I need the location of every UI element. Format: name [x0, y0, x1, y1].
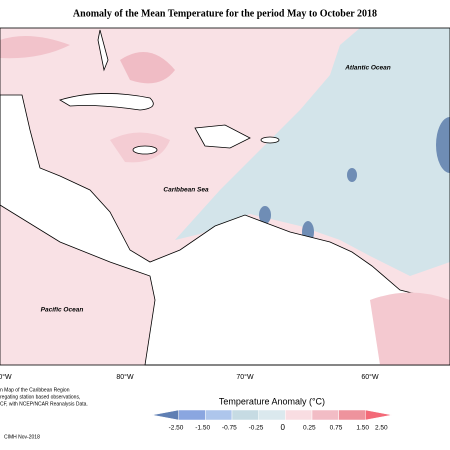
legend-label: 1.50	[356, 425, 369, 432]
mainland	[0, 94, 450, 366]
warm-patch	[370, 292, 450, 365]
map: Atlantic Ocean Caribbean Sea Pacific Oce…	[0, 27, 450, 366]
legend-swatch	[178, 409, 206, 421]
island	[97, 29, 109, 72]
legend-label: 2.50	[375, 425, 388, 432]
island	[132, 145, 158, 155]
warm-patch	[0, 36, 70, 59]
longitude-label: 80°W	[116, 373, 134, 381]
legend-label: -1.50	[195, 425, 210, 432]
legend-title: Temperature Anomaly (°C)	[219, 396, 325, 406]
legend-swatch	[205, 409, 233, 421]
legend-swatch	[338, 409, 366, 421]
legend-label: -2.50	[169, 425, 184, 432]
title: Anomaly of the Mean Temperature for the …	[73, 8, 377, 19]
legend-swatch	[258, 409, 286, 421]
warm-patch	[120, 52, 175, 84]
cool-field	[175, 28, 450, 276]
ocean-label: Atlantic Ocean	[344, 65, 391, 72]
credit: CIMH Nov-2018	[4, 434, 40, 440]
footnote: n Map of the Caribbean Region regating s…	[0, 387, 88, 440]
island	[194, 124, 251, 149]
legend-swatch	[231, 409, 259, 421]
ocean-label: Pacific Ocean	[41, 307, 84, 314]
footnote-line: n Map of the Caribbean Region	[0, 387, 70, 393]
legend-label: 0.75	[330, 425, 343, 432]
longitude-label: 70°W	[236, 373, 254, 381]
legend-label: -0.75	[222, 425, 237, 432]
legend-swatch	[151, 409, 179, 421]
legend-label: 0	[280, 423, 285, 432]
longitude-label: 0°W	[0, 373, 12, 381]
longitude-label: 60°W	[361, 373, 379, 381]
legend: -2.50 -1.50 -0.75 -0.25 0 0.25 0.75 1.50 2.50	[151, 409, 393, 432]
legend-label: -0.25	[249, 425, 264, 432]
ocean-label: Caribbean Sea	[163, 187, 209, 194]
island	[59, 93, 154, 111]
footnote-line: CF, with NCEP/NCAR Reanalysis Data.	[0, 401, 88, 407]
legend-label: 0.25	[303, 425, 316, 432]
cool-patch	[259, 206, 271, 224]
legend-swatch	[285, 409, 313, 421]
legend-swatch	[365, 409, 393, 421]
island	[260, 136, 280, 144]
footnote-line: regating station based observations,	[0, 394, 80, 400]
legend-swatch	[311, 409, 339, 421]
cool-patch	[347, 168, 357, 182]
map-frame	[0, 27, 450, 366]
cool-patch	[436, 117, 450, 173]
longitude-axis: 0°W 80°W 70°W 60°W	[0, 373, 379, 381]
